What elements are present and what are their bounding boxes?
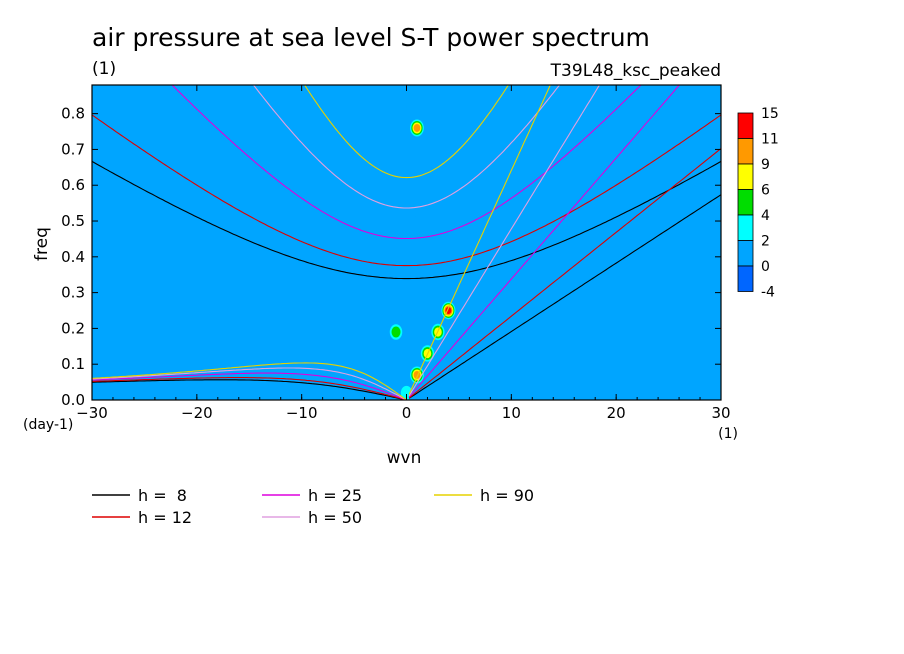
- x-tick-label: −10: [286, 404, 318, 422]
- y-axis-unit: (day-1): [23, 417, 73, 433]
- colorbar-cell: [737, 163, 754, 190]
- x-tick-label: 0: [402, 404, 412, 422]
- x-tick-label: 30: [711, 404, 730, 422]
- y-tick-label: 0.0: [61, 391, 85, 409]
- kelvin-wave-curve: [408, 148, 721, 399]
- y-tick-label: 0.8: [61, 105, 85, 123]
- spectrum-peak: [440, 300, 457, 321]
- spectrum-level: [413, 123, 421, 132]
- colorbar-label: 2: [761, 234, 770, 250]
- colorbar-label: 6: [761, 183, 770, 199]
- colorbar-cell: [737, 214, 754, 241]
- rossby-wave-curve: [92, 367, 721, 400]
- x-tick-label: −30: [76, 404, 108, 422]
- x-tick-label: −20: [181, 404, 213, 422]
- colorbar-label: -4: [761, 285, 775, 301]
- legend-label: h = 8: [138, 486, 187, 505]
- colorbar-label: 9: [761, 157, 770, 173]
- rossby-wave-curve: [92, 377, 721, 400]
- colorbar-label: 15: [761, 106, 779, 122]
- legend: h = 8 h = 12 h = 25 h = 50 h = 90: [92, 486, 534, 527]
- legend-label: h = 50: [308, 508, 362, 527]
- colorbar-label: 4: [761, 208, 770, 224]
- gravity-wave-curve: [252, 85, 561, 209]
- kelvin-wave-curve: [408, 85, 601, 396]
- y-axis-ticks: 0.0 0.1 0.2 0.3 0.4 0.5 0.6 0.7 0.8: [61, 105, 721, 409]
- legend-label: h = 12: [138, 508, 192, 527]
- spectrum-level: [466, 232, 483, 253]
- x-tick-label: 10: [502, 404, 521, 422]
- rossby-wave-curve: [92, 372, 721, 400]
- dispersion-curves: [92, 85, 721, 400]
- x-axis-ticks: −30 −20 −10 0 10 20 30: [76, 85, 731, 422]
- chart-subtitle-left: (1): [92, 59, 116, 79]
- colorbar-cell: [737, 265, 754, 292]
- kelvin-wave-curve: [408, 194, 721, 399]
- chart-title: air pressure at sea level S-T power spec…: [92, 23, 650, 52]
- gravity-wave-curve: [171, 85, 642, 240]
- x-axis-unit: (1): [718, 426, 738, 442]
- colorbar-cell: [737, 112, 754, 139]
- gravity-wave-curve: [303, 85, 510, 179]
- colorbar-label: 11: [761, 132, 779, 148]
- colorbar: 15 11 9 6 4 2 0 -4: [737, 106, 779, 301]
- spectrum-peak: [388, 321, 405, 342]
- chart-subtitle-right: T39L48_ksc_peaked: [550, 61, 721, 81]
- colorbar-cell: [737, 240, 754, 267]
- gravity-wave-curve: [92, 160, 721, 280]
- colorbar-cell: [737, 138, 754, 165]
- spectrum-peak: [466, 232, 483, 253]
- y-tick-label: 0.6: [61, 176, 85, 194]
- rossby-wave-curve: [92, 362, 721, 400]
- y-tick-label: 0.2: [61, 319, 85, 337]
- y-tick-label: 0.1: [61, 355, 85, 373]
- legend-label: h = 90: [480, 486, 534, 505]
- colorbar-cell: [737, 189, 754, 216]
- spectrum-level: [419, 386, 436, 400]
- x-axis-label: wvn: [387, 448, 422, 468]
- y-tick-label: 0.3: [61, 284, 85, 302]
- y-tick-label: 0.7: [61, 140, 85, 158]
- kelvin-wave-curve: [408, 85, 551, 395]
- y-axis-label: freq: [32, 227, 52, 261]
- rossby-wave-curve: [92, 379, 721, 400]
- spectrum-peak: [408, 117, 425, 138]
- y-tick-label: 0.5: [61, 212, 85, 230]
- x-tick-label: 20: [607, 404, 626, 422]
- gravity-wave-curve: [92, 114, 721, 267]
- spectrum-blobs: [388, 117, 483, 400]
- kelvin-wave-curve: [408, 85, 681, 398]
- spectrum-level: [391, 326, 401, 338]
- spectrum-peak: [419, 386, 436, 400]
- y-tick-label: 0.4: [61, 248, 85, 266]
- colorbar-label: 0: [761, 259, 770, 275]
- plot-area: [92, 85, 721, 400]
- legend-label: h = 25: [308, 486, 362, 505]
